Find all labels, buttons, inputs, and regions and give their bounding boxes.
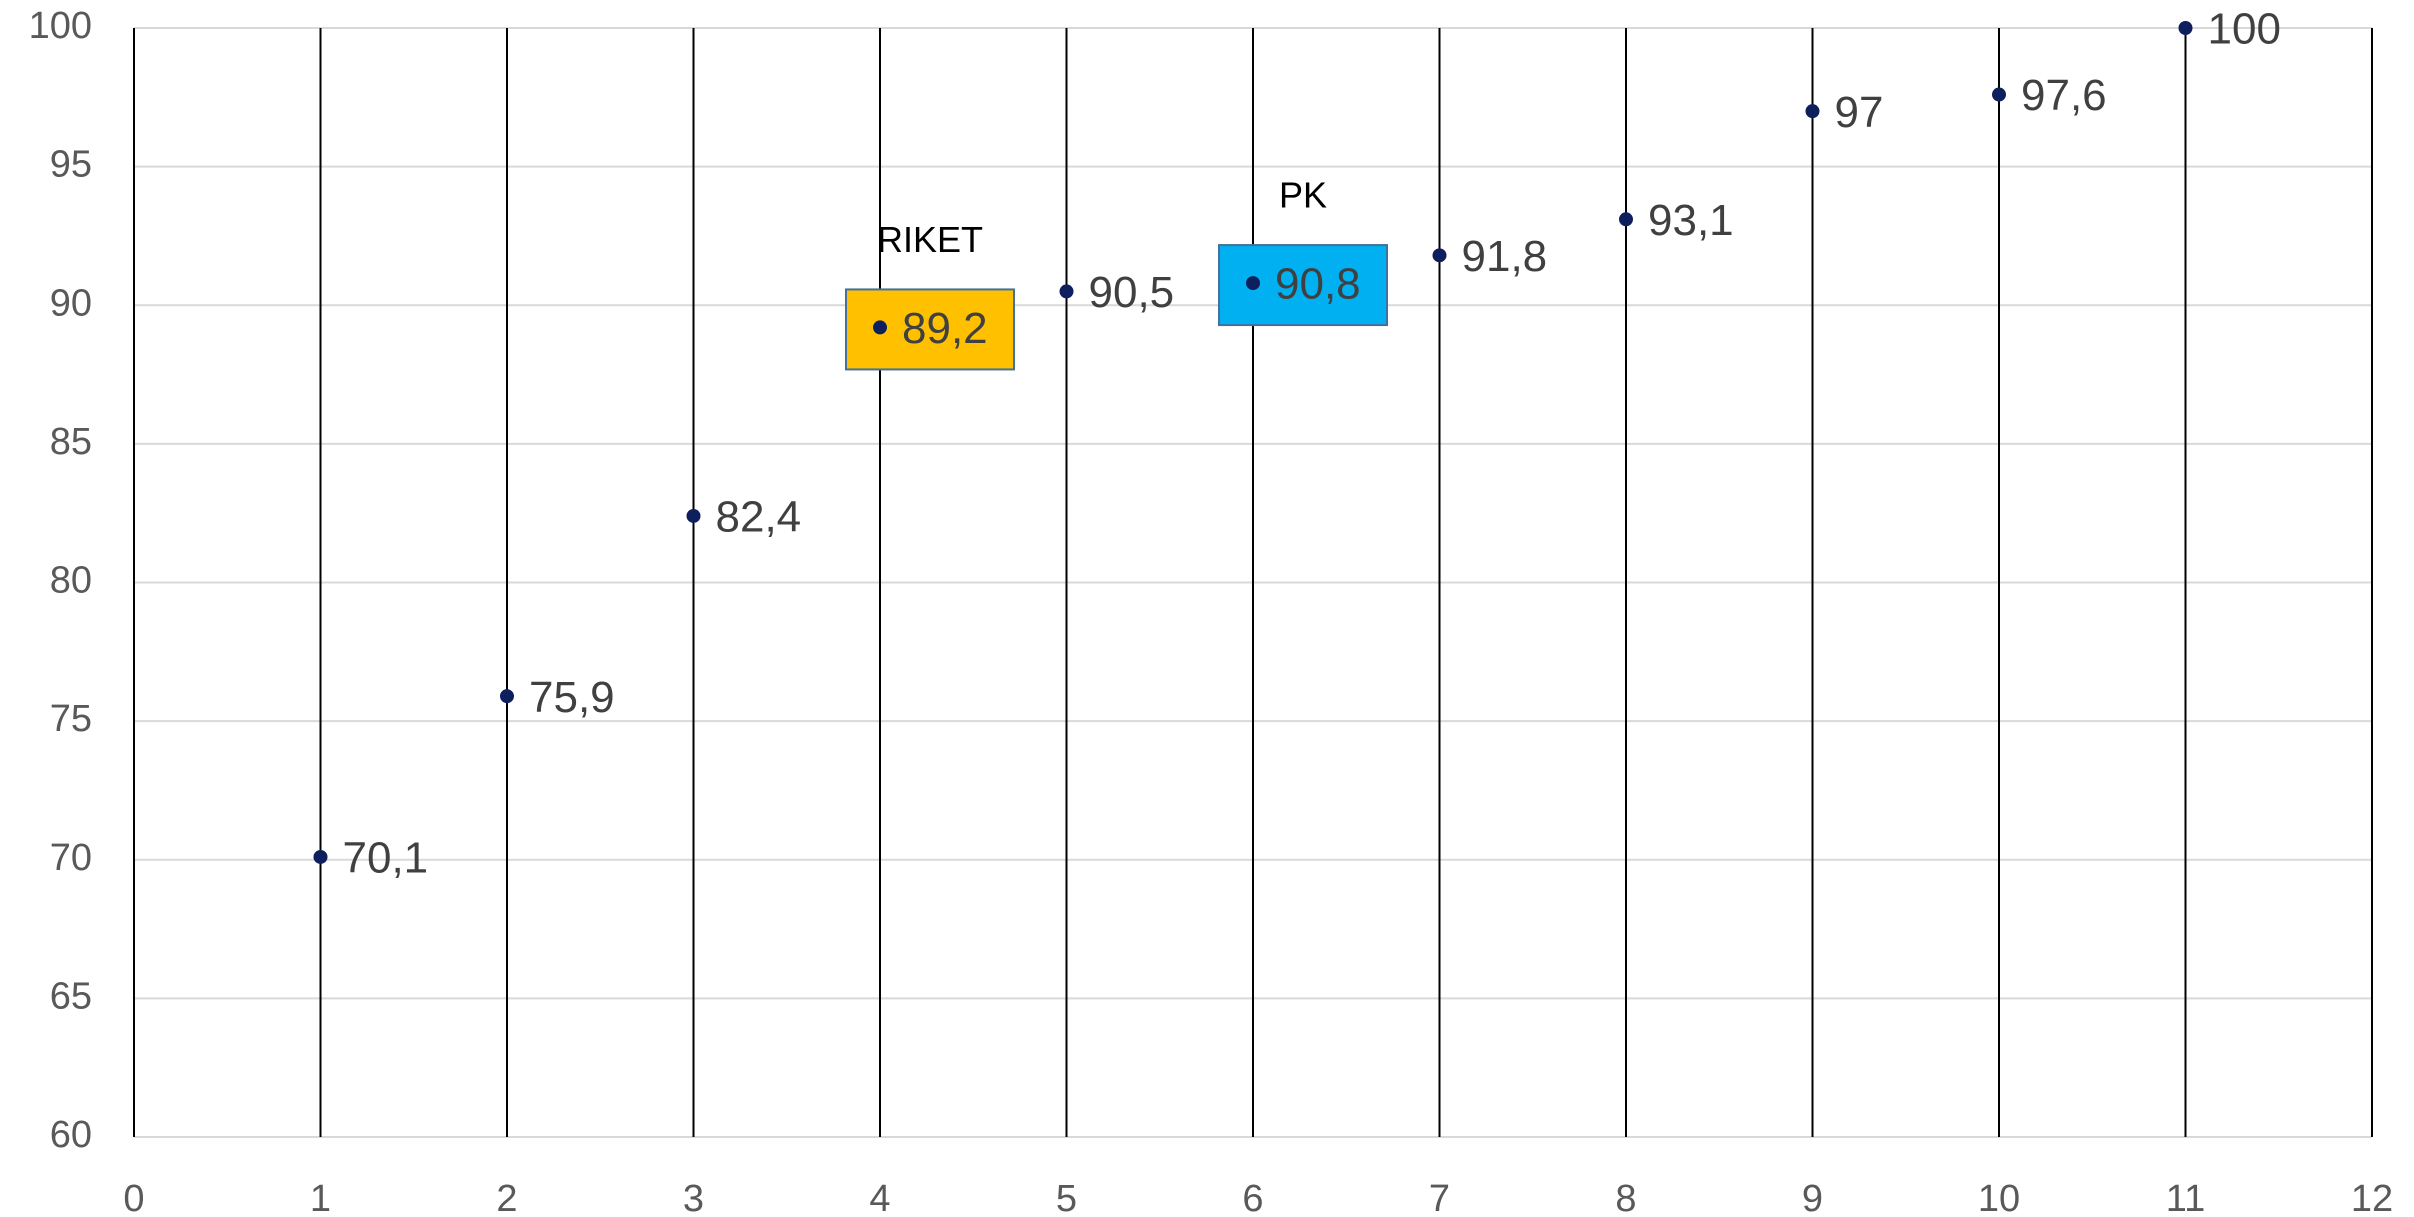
- y-tick-label: 100: [29, 5, 92, 47]
- data-label: 97: [1835, 88, 1884, 137]
- data-label: 90,5: [1089, 268, 1175, 317]
- x-tick-label: 1: [310, 1178, 331, 1217]
- data-label: 97,6: [2021, 71, 2107, 120]
- data-label: 70,1: [343, 834, 429, 883]
- point: [1246, 276, 1260, 291]
- x-tick-label: 2: [496, 1178, 517, 1217]
- annotation: PK: [1279, 175, 1327, 216]
- point: [1619, 212, 1633, 227]
- x-tick-label: 10: [1978, 1178, 2020, 1217]
- point: [500, 689, 514, 704]
- point: [313, 849, 328, 864]
- point: [1992, 87, 2006, 102]
- data-label: 100: [2208, 5, 2281, 54]
- point: [2178, 21, 2193, 35]
- data-label: 89,2: [902, 304, 988, 353]
- y-tick-label: 85: [50, 421, 92, 463]
- x-tick-label: 7: [1429, 1178, 1450, 1217]
- point: [1059, 284, 1074, 299]
- x-tick-label: 8: [1615, 1178, 1636, 1217]
- y-tick-label: 60: [50, 1114, 92, 1156]
- data-label: 93,1: [1648, 196, 1734, 245]
- x-tick-label: 6: [1242, 1178, 1263, 1217]
- x-tick-label: 12: [2351, 1178, 2393, 1217]
- point: [1432, 248, 1447, 263]
- data-label: 75,9: [529, 673, 615, 722]
- y-tick-label: 90: [50, 282, 92, 324]
- annotation: RIKET: [877, 219, 983, 260]
- y-tick-label: 95: [50, 144, 92, 186]
- point: [1805, 104, 1820, 119]
- y-tick-label: 65: [50, 975, 92, 1017]
- x-tick-label: 11: [2166, 1178, 2205, 1217]
- y-tick-label: 80: [50, 560, 92, 602]
- point: [686, 508, 701, 523]
- x-tick-label: 0: [123, 1178, 144, 1217]
- data-label: 82,4: [716, 493, 802, 542]
- x-tick-label: 9: [1802, 1178, 1823, 1217]
- x-tick-label: 3: [683, 1178, 704, 1217]
- x-tick-label: 5: [1056, 1178, 1077, 1217]
- point: [873, 320, 887, 335]
- y-tick-label: 75: [50, 698, 92, 740]
- x-tick-label: 4: [869, 1178, 890, 1217]
- data-label: 90,8: [1275, 260, 1361, 309]
- data-label: 91,8: [1462, 232, 1548, 281]
- y-tick-label: 70: [50, 837, 92, 879]
